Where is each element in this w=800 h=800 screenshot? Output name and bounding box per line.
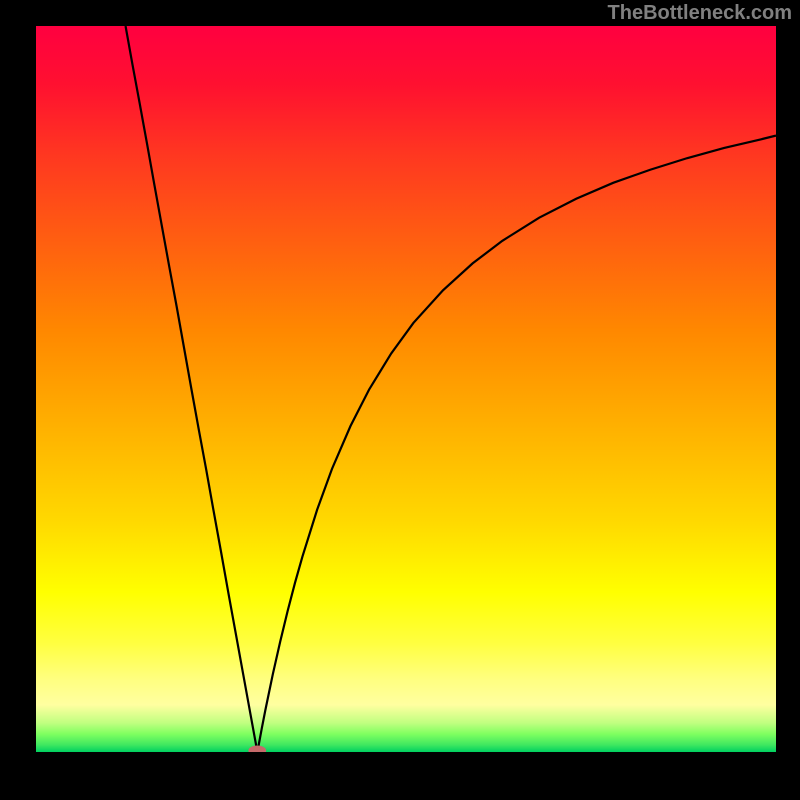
- plot-svg: [36, 26, 776, 752]
- watermark-text: TheBottleneck.com: [608, 2, 792, 25]
- plot-background: [36, 26, 776, 752]
- chart-container: TheBottleneck.com: [0, 0, 800, 800]
- plot-area: [36, 26, 776, 752]
